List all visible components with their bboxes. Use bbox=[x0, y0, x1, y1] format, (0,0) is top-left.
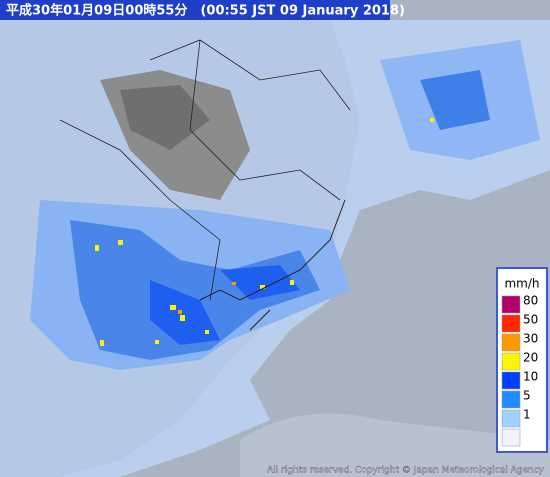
legend-label: 20 bbox=[523, 351, 538, 365]
coastline bbox=[199, 199, 346, 331]
clear-land bbox=[120, 85, 210, 150]
copyright: All rights reserved. Copyright © Japan M… bbox=[267, 466, 545, 476]
legend-swatch bbox=[501, 371, 521, 390]
rain-area-moderate bbox=[70, 220, 320, 360]
legend-swatch bbox=[501, 352, 521, 371]
legend-swatch bbox=[501, 409, 521, 428]
legend-label: 1 bbox=[523, 408, 531, 422]
title-bar bbox=[0, 0, 390, 20]
rain-area-heavy bbox=[220, 265, 300, 300]
legend-unit: mm/h bbox=[504, 277, 539, 291]
sea-noise bbox=[240, 413, 550, 477]
rain-area-heavy bbox=[150, 280, 220, 345]
legend-label: 10 bbox=[523, 370, 538, 384]
legend-label: 30 bbox=[523, 332, 538, 346]
legend-swatch bbox=[501, 390, 521, 409]
legend-label: 5 bbox=[523, 389, 531, 403]
legend-swatch bbox=[501, 333, 521, 352]
boundaries bbox=[59, 39, 351, 301]
legend-label: 80 bbox=[523, 294, 538, 308]
title: 平成30年01月09日00時55分 (00:55 JST 09 January … bbox=[6, 3, 405, 19]
legend-swatch bbox=[501, 295, 521, 314]
legend-swatch bbox=[501, 314, 521, 333]
rain-cells bbox=[95, 118, 434, 346]
rain-area-moderate bbox=[420, 70, 490, 130]
legend-swatch bbox=[501, 428, 521, 447]
legend-label: 50 bbox=[523, 313, 538, 327]
rain-cells-strong bbox=[178, 282, 236, 314]
